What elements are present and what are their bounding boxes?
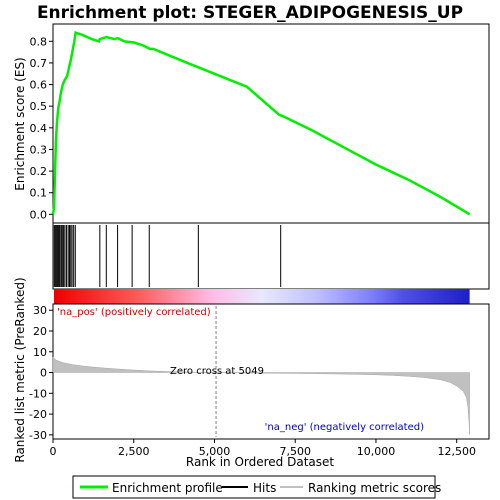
x-tick-label: 2,500 xyxy=(118,445,150,458)
x-tick-label: 5,000 xyxy=(199,445,231,458)
enrichment-profile-series xyxy=(51,31,471,216)
x-tick-label: 12,500 xyxy=(437,445,476,458)
x-tick-label: 7,500 xyxy=(279,445,311,458)
metric-y-label: Ranked list metric (PreRanked) xyxy=(13,277,27,462)
metric-y-tick-label: 10 xyxy=(33,346,47,359)
es-y-tick-label: 0.5 xyxy=(30,100,48,113)
hits-markers xyxy=(53,225,282,287)
chart-title: Enrichment plot: STEGER_ADIPOGENESIS_UP xyxy=(37,3,463,23)
x-tick-label: 0 xyxy=(50,445,57,458)
x-axis-label: Rank in Ordered Dataset xyxy=(186,455,334,469)
metric-y-tick-label: -20 xyxy=(29,408,47,421)
legend-label-hits: Hits xyxy=(253,481,276,495)
es-y-label: Enrichment score (ES) xyxy=(13,57,27,190)
metric-y-axis: 30 20 10 0 -10 -20 -30 xyxy=(29,304,53,442)
enrichment-profile-line xyxy=(51,31,471,216)
heatbar-fill xyxy=(54,289,470,304)
metric-y-tick-label: 20 xyxy=(33,325,47,338)
es-y-tick-label: 0.8 xyxy=(30,35,48,48)
metric-y-tick-label: -30 xyxy=(29,429,47,442)
ranked-list-color-bar xyxy=(54,289,470,304)
es-y-tick-label: 0.3 xyxy=(30,143,48,156)
legend-box xyxy=(72,475,436,499)
hits-panel-frame xyxy=(52,222,490,290)
legend-label-enrichment: Enrichment profile xyxy=(112,481,223,495)
es-y-tick-label: 0.7 xyxy=(30,57,48,70)
es-y-tick-label: 0.2 xyxy=(30,165,48,178)
es-y-tick-label: 0.0 xyxy=(30,208,48,221)
metric-y-tick-label: 30 xyxy=(33,304,47,317)
zero-cross-label: Zero cross at 5049 xyxy=(170,366,264,377)
ranking-metric-area xyxy=(52,356,470,435)
x-axis: 0 2,500 5,000 7,500 10,000 12,500 xyxy=(50,439,476,458)
legend-label-metric: Ranking metric scores xyxy=(308,481,441,495)
es-y-tick-label: 0.6 xyxy=(30,79,48,92)
metric-y-tick-label: 0 xyxy=(40,367,47,380)
ranking-metric-series xyxy=(52,356,470,435)
neg-correlated-label: 'na_neg' (negatively correlated) xyxy=(265,422,424,433)
metric-y-tick-label: -10 xyxy=(29,387,47,400)
es-y-tick-label: 0.4 xyxy=(30,122,48,135)
pos-correlated-label: 'na_pos' (positively correlated) xyxy=(57,307,211,318)
es-panel-frame xyxy=(52,23,490,224)
es-y-tick-label: 0.1 xyxy=(30,187,48,200)
x-tick-label: 10,000 xyxy=(357,445,396,458)
es-y-axis: 0.0 0.1 0.2 0.3 0.4 0.5 0.6 0.7 0.8 xyxy=(30,35,53,221)
